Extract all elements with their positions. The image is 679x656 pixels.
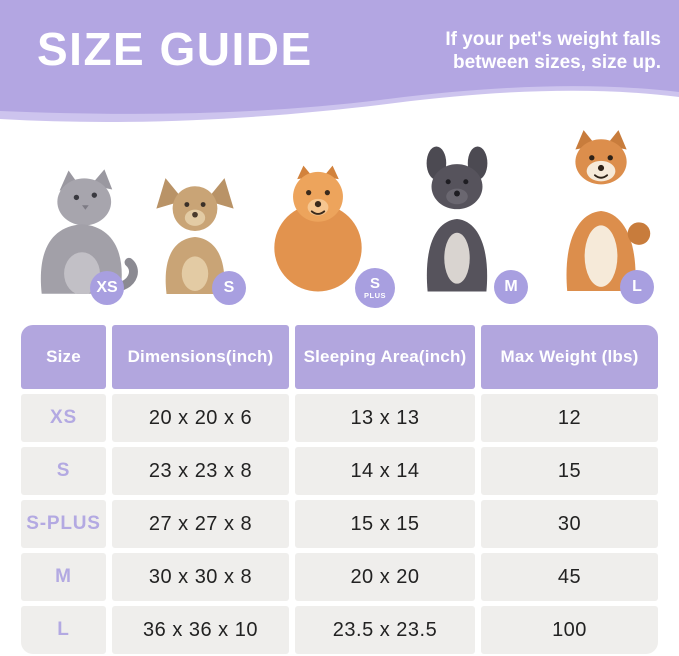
- table-row-m-dimensions: 30 x 30 x 8: [112, 553, 289, 601]
- size-badge-l: L: [620, 270, 654, 304]
- table-row-s-dimensions: 23 x 23 x 8: [112, 447, 289, 495]
- chihuahua-photo: [144, 174, 246, 294]
- table-row-m-weight: 45: [481, 553, 658, 601]
- size-badge-s-plus-sublabel: PLUS: [363, 291, 386, 301]
- page-title: SIZE GUIDE: [37, 23, 313, 75]
- table-row-s-plus-size: S-PLUS: [21, 500, 106, 548]
- header-banner: SIZE GUIDE If your pet's weight falls be…: [0, 0, 679, 128]
- table-row-s-plus-weight: 30: [481, 500, 658, 548]
- size-badge-xs: XS: [90, 271, 124, 305]
- size-badge-l-label: L: [632, 278, 642, 295]
- size-table: Size Dimensions(inch) Sleeping Area(inch…: [21, 325, 658, 654]
- size-badge-s-plus-label: S: [369, 275, 380, 293]
- size-badge-s-plus: S PLUS: [355, 268, 395, 308]
- table-row-s-plus-dimensions: 27 x 27 x 8: [112, 500, 289, 548]
- table-row-xs-dimensions: 20 x 20 x 6: [112, 394, 289, 442]
- size-badge-m-label: M: [504, 278, 518, 295]
- shiba-inu-photo: [546, 127, 654, 291]
- table-row-l-weight: 100: [481, 606, 658, 654]
- pomeranian-photo: [266, 162, 370, 294]
- cat-photo: [26, 168, 138, 294]
- header-wave-background: [0, 0, 679, 122]
- table-row-xs-size: XS: [21, 394, 106, 442]
- sizing-note: If your pet's weight falls between sizes…: [445, 29, 661, 75]
- column-header-size: Size: [21, 325, 106, 389]
- size-badge-xs-label: XS: [96, 279, 118, 296]
- table-row-m-size: M: [21, 553, 106, 601]
- table-row-s-weight: 15: [481, 447, 658, 495]
- table-row-xs-weight: 12: [481, 394, 658, 442]
- table-row-l-sleeping: 23.5 x 23.5: [295, 606, 475, 654]
- table-row-l-size: L: [21, 606, 106, 654]
- size-badge-m: M: [494, 270, 528, 304]
- column-header-max-weight: Max Weight (lbs): [481, 325, 658, 389]
- table-row-s-sleeping: 14 x 14: [295, 447, 475, 495]
- size-badge-s-label: S: [223, 279, 235, 296]
- size-badge-s: S: [212, 271, 246, 305]
- column-header-dimensions: Dimensions(inch): [112, 325, 289, 389]
- table-row-s-plus-sleeping: 15 x 15: [295, 500, 475, 548]
- french-bulldog-photo: [408, 142, 506, 294]
- table-row-l-dimensions: 36 x 36 x 10: [112, 606, 289, 654]
- column-header-sleeping-area: Sleeping Area(inch): [295, 325, 475, 389]
- table-row-s-size: S: [21, 447, 106, 495]
- sizing-note-line2: between sizes, size up.: [452, 51, 661, 73]
- sizing-note-line1: If your pet's weight falls: [445, 29, 661, 50]
- table-row-m-sleeping: 20 x 20: [295, 553, 475, 601]
- table-row-xs-sleeping: 13 x 13: [295, 394, 475, 442]
